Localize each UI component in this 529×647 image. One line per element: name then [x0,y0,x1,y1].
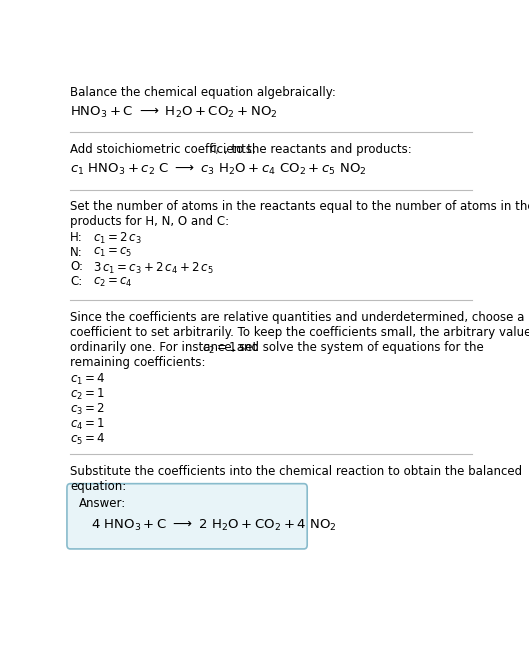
Text: and solve the system of equations for the: and solve the system of equations for th… [233,341,484,354]
Text: ordinarily one. For instance, set: ordinarily one. For instance, set [70,341,261,354]
Text: Set the number of atoms in the reactants equal to the number of atoms in the: Set the number of atoms in the reactants… [70,200,529,213]
Text: Add stoichiometric coefficients,: Add stoichiometric coefficients, [70,144,260,157]
Text: $c_4 = 1$: $c_4 = 1$ [70,417,105,432]
Text: $c_3 = 2$: $c_3 = 2$ [70,402,105,417]
Text: $c_1 = 4$: $c_1 = 4$ [70,372,105,387]
Text: $c_2 = c_4$: $c_2 = c_4$ [93,276,132,289]
Text: , to the reactants and products:: , to the reactants and products: [224,144,412,157]
Text: $\mathregular{HNO_3 + C}\ \longrightarrow\ \mathregular{H_2O + CO_2 + NO_2}$: $\mathregular{HNO_3 + C}\ \longrightarro… [70,105,278,120]
Text: $3\,c_1 = c_3 + 2\,c_4 + 2\,c_5$: $3\,c_1 = c_3 + 2\,c_4 + 2\,c_5$ [93,261,213,276]
Text: N:: N: [70,245,83,259]
Text: H:: H: [70,230,83,243]
Text: $4\ \mathregular{HNO_3} + \mathregular{C}\ \longrightarrow\ 2\ \mathregular{H_2O: $4\ \mathregular{HNO_3} + \mathregular{C… [91,518,336,532]
Text: $c_i$: $c_i$ [209,144,220,157]
Text: products for H, N, O and C:: products for H, N, O and C: [70,215,230,228]
Text: equation:: equation: [70,480,126,493]
Text: $c_1\ \mathregular{HNO_3} + c_2\ \mathregular{C}\ \longrightarrow\ c_3\ \mathreg: $c_1\ \mathregular{HNO_3} + c_2\ \mathre… [70,162,367,177]
Text: coefficient to set arbitrarily. To keep the coefficients small, the arbitrary va: coefficient to set arbitrarily. To keep … [70,326,529,339]
Text: Substitute the coefficients into the chemical reaction to obtain the balanced: Substitute the coefficients into the che… [70,465,522,478]
Text: $c_1 = c_5$: $c_1 = c_5$ [93,245,132,259]
Text: remaining coefficients:: remaining coefficients: [70,356,206,369]
Text: Answer:: Answer: [78,497,126,510]
Text: C:: C: [70,276,83,289]
Text: $c_2 = 1$: $c_2 = 1$ [70,387,105,402]
Text: Since the coefficients are relative quantities and underdetermined, choose a: Since the coefficients are relative quan… [70,311,525,324]
FancyBboxPatch shape [67,484,307,549]
Text: $c_5 = 4$: $c_5 = 4$ [70,432,105,447]
Text: Balance the chemical equation algebraically:: Balance the chemical equation algebraica… [70,86,336,99]
Text: O:: O: [70,261,83,274]
Text: $c_2 = 1$: $c_2 = 1$ [202,341,237,356]
Text: $c_1 = 2\,c_3$: $c_1 = 2\,c_3$ [93,230,142,246]
